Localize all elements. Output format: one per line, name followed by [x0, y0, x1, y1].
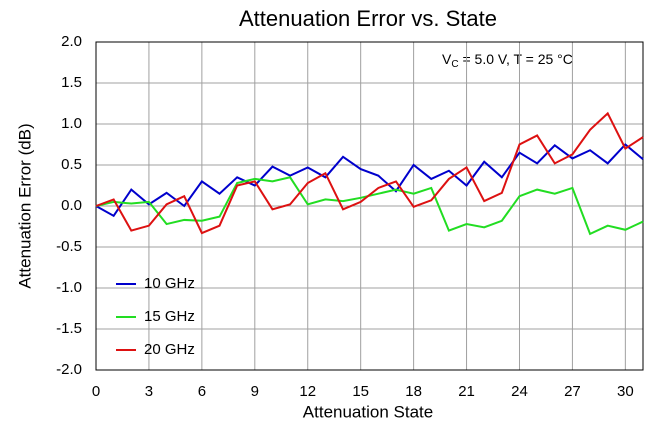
- x-tick-label: 12: [299, 383, 316, 400]
- legend-label: 20 GHz: [144, 341, 195, 358]
- legend-label: 15 GHz: [144, 308, 195, 325]
- y-axis-label: Attenuation Error (dB): [15, 123, 34, 288]
- x-tick-label: 27: [564, 383, 581, 400]
- x-tick-label: 24: [511, 383, 528, 400]
- y-tick-label: 1.0: [61, 115, 82, 132]
- x-tick-label: 0: [92, 383, 100, 400]
- annotation-sub: C: [451, 59, 458, 70]
- annotation-rest: = 5.0 V, T = 25 °C: [459, 51, 573, 67]
- y-tick-label: -2.0: [56, 361, 82, 378]
- annotation-main: V: [442, 51, 452, 67]
- x-axis-label: Attenuation State: [303, 402, 433, 421]
- x-tick-label: 21: [458, 383, 475, 400]
- series-line: [95, 143, 644, 218]
- y-tick-label: 2.0: [61, 33, 82, 50]
- y-tick-label: -1.5: [56, 320, 82, 337]
- chart-title: Attenuation Error vs. State: [239, 6, 497, 31]
- series-line: [95, 111, 644, 235]
- legend-label: 10 GHz: [144, 275, 195, 292]
- y-tick-label: -1.0: [56, 279, 82, 296]
- x-tick-label: 6: [198, 383, 206, 400]
- y-tick-label: 0.5: [61, 156, 82, 173]
- x-tick-label: 30: [617, 383, 634, 400]
- y-tick-label: -0.5: [56, 238, 82, 255]
- x-tick-label: 18: [405, 383, 422, 400]
- y-tick-label: 1.5: [61, 74, 82, 91]
- x-tick-label: 9: [251, 383, 259, 400]
- x-tick-label: 3: [145, 383, 153, 400]
- annotation: VC = 5.0 V, T = 25 °C: [442, 51, 573, 70]
- x-tick-label: 15: [352, 383, 369, 400]
- y-tick-label: 0.0: [61, 197, 82, 214]
